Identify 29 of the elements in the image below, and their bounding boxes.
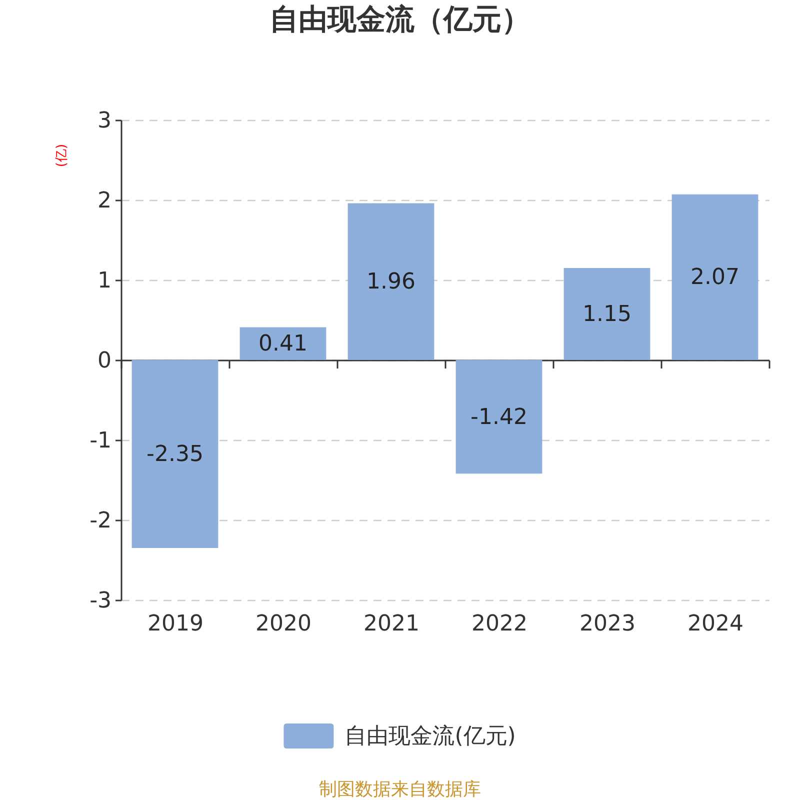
legend-label: 自由现金流(亿元) [344,724,516,749]
y-tick-label: 2 [98,188,112,214]
data-label: 2.07 [690,265,740,290]
chart-title: 自由现金流（亿元） [270,2,530,36]
x-tick-label: 2022 [472,612,528,636]
x-tick-label: 2021 [364,612,420,636]
bar [348,203,434,360]
data-label: -2.35 [146,442,204,467]
y-tick-label: -1 [90,428,112,454]
y-tick-label: 3 [98,108,112,134]
text: 制图数据来自数据库 [319,779,481,800]
x-tick-label: 2024 [688,612,744,636]
bar [132,360,218,548]
y-tick-label: 1 [98,268,112,294]
data-label: 0.41 [258,332,308,357]
data-label: 1.15 [582,302,632,327]
y-tick-label: -3 [90,588,112,614]
y-axis-title: (亿) [54,144,70,168]
data-label: 1.96 [366,270,416,295]
bar [240,327,326,360]
x-tick-label: 2020 [256,612,312,636]
bar [564,268,650,360]
x-tick-label: 2023 [580,612,636,636]
y-tick-label: -2 [90,508,112,534]
x-tick-label: 2019 [148,612,204,636]
bar [456,360,542,474]
data-label: -1.42 [470,404,528,430]
y-tick-label: 0 [98,348,112,374]
bar [672,194,758,360]
